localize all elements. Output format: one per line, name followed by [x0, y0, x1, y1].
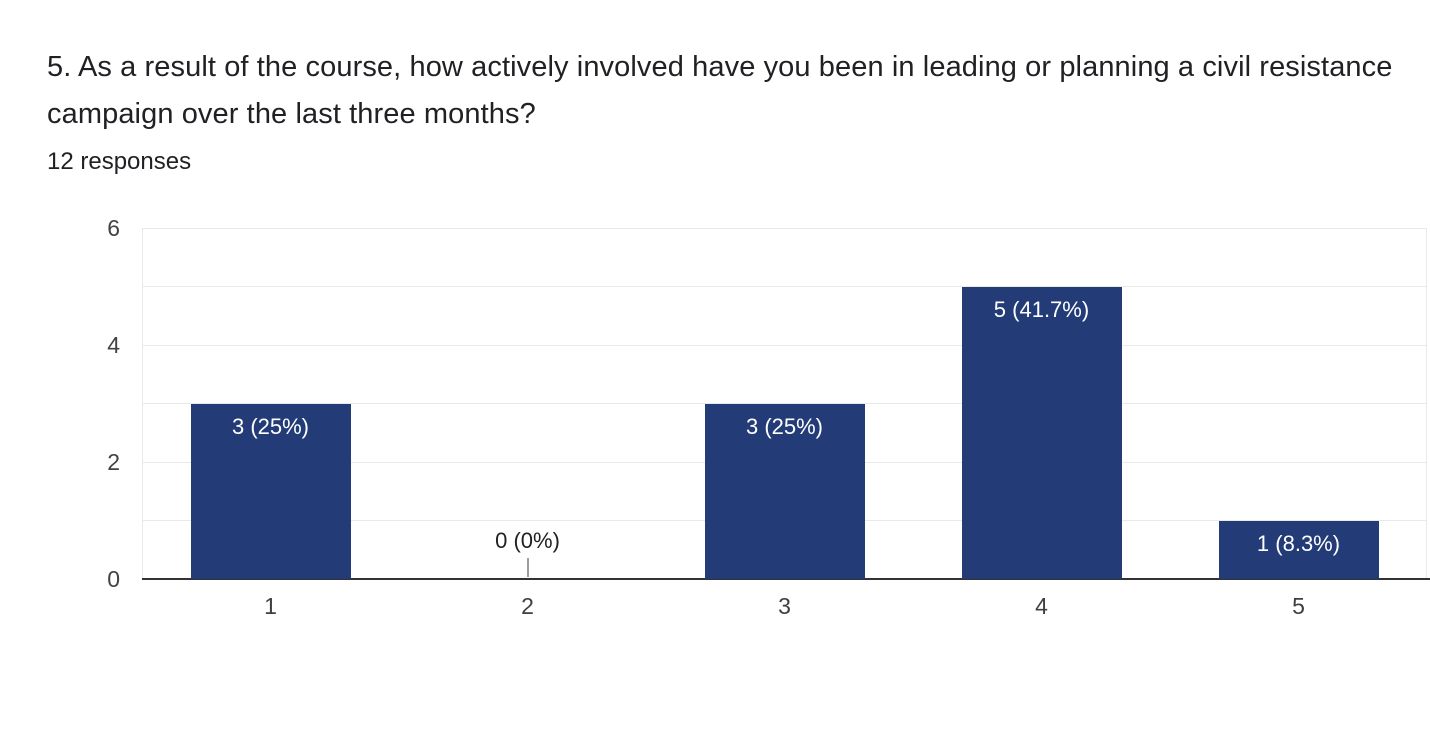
y-axis-label: 0	[107, 566, 120, 592]
bar-value-label: 3 (25%)	[231, 413, 310, 439]
bar: 3 (25%)	[704, 403, 865, 579]
gridline	[142, 286, 1427, 287]
gridline	[142, 344, 1427, 346]
x-axis-label: 3	[778, 593, 791, 619]
zero-connector-line	[526, 558, 529, 577]
chart-plot-area: 3 (25%) 0 (0%) 3 (25%) 5 (41.7%) 1 (8.3%)	[142, 227, 1430, 580]
question-title: 5. As a result of the course, how active…	[47, 51, 1393, 130]
responses-count: 12 responses	[47, 148, 192, 175]
y-axis-label: 2	[107, 449, 120, 475]
x-axis-label: 2	[521, 593, 534, 619]
gridline	[142, 227, 1427, 229]
x-axis-baseline	[142, 578, 1430, 580]
bar-value-label: 3 (25%)	[745, 413, 824, 439]
bar: 5 (41.7%)	[961, 286, 1122, 579]
x-axis-label: 1	[264, 593, 277, 619]
y-axis-label: 4	[107, 332, 120, 358]
zero-value-label: 0 (0%)	[495, 528, 560, 553]
x-axis-label: 4	[1035, 593, 1048, 619]
question-header: 5. As a result of the course, how active…	[47, 44, 1402, 177]
x-axis-label: 5	[1292, 593, 1305, 619]
bar-value-label: 1 (8.3%)	[1256, 530, 1341, 556]
bar: 1 (8.3%)	[1218, 520, 1379, 579]
y-axis-label: 6	[107, 215, 120, 241]
bar-value-label: 5 (41.7%)	[993, 296, 1090, 322]
bar: 3 (25%)	[190, 403, 351, 579]
